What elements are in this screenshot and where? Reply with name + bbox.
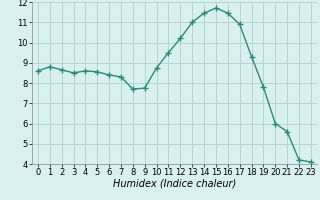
X-axis label: Humidex (Indice chaleur): Humidex (Indice chaleur) xyxy=(113,179,236,189)
